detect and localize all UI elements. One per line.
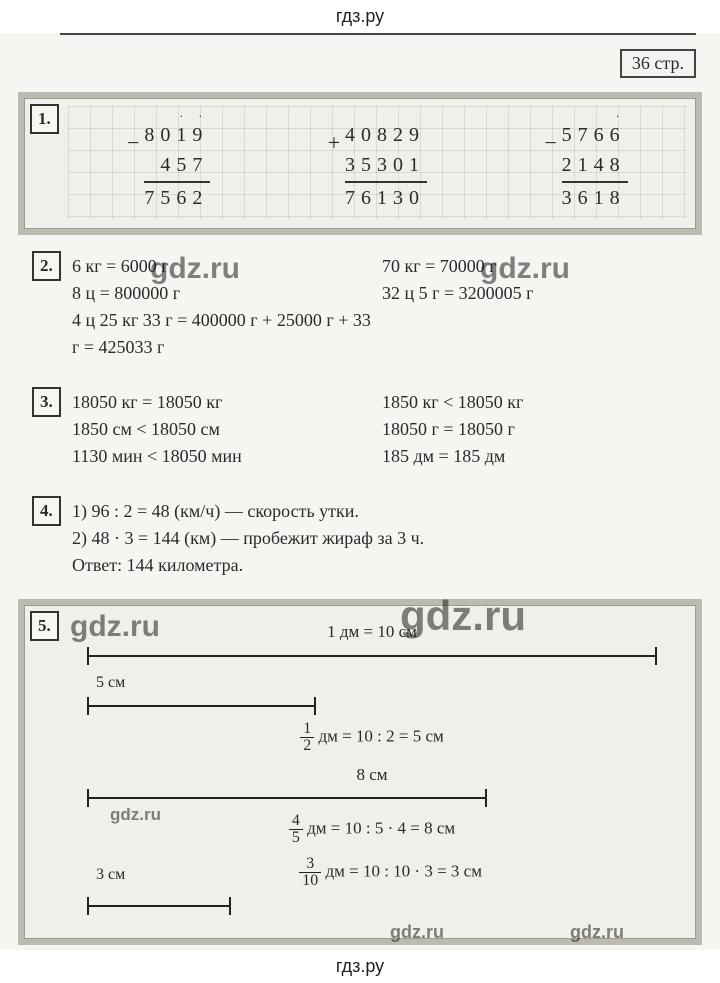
text-line: Ответ: 144 километра. xyxy=(72,552,692,579)
text-line: 2) 48 · 3 = 144 (км) — пробежит жираф за… xyxy=(72,525,692,552)
page-number: 36 стр. xyxy=(620,49,696,78)
problem-3: 3. 18050 кг = 18050 кг1850 см < 18050 см… xyxy=(18,381,702,480)
top-divider xyxy=(60,33,696,35)
text-line: 70 кг = 70000 г xyxy=(382,253,692,280)
problem-5-rulers: 1 дм = 10 см 5 см 12 дм = 10 : 2 = 5 см 8 с… xyxy=(58,613,686,929)
problem-2-badge: 2. xyxy=(32,251,61,281)
ruler xyxy=(88,789,656,807)
ruler-small-label: 5 см xyxy=(88,671,125,695)
problem-3-badge: 3. xyxy=(32,387,61,417)
ruler xyxy=(88,897,656,915)
content: 1. −· · 80194577562+ 408293530176130− · … xyxy=(0,92,720,945)
text-line: 1850 кг < 18050 кг xyxy=(382,389,692,416)
op-sign: + xyxy=(327,126,341,159)
ruler-equation: 310 дм = 10 : 10 · 3 = 3 см xyxy=(125,856,656,889)
op-sign: − xyxy=(126,126,140,159)
text-line: 4 ц 25 кг 33 г = 400000 г + 25000 г + 33… xyxy=(72,307,382,361)
ruler xyxy=(88,697,656,715)
ruler xyxy=(88,647,656,665)
site-footer: гдз.ру xyxy=(0,950,720,983)
text-line: 1) 96 : 2 = 48 (км/ч) — скорость утки. xyxy=(72,498,692,525)
problem-2-right: 70 кг = 70000 г32 ц 5 г = 3200005 г xyxy=(382,253,692,361)
page: гдз.ру 36 стр. 1. −· · 80194577562+ 4082… xyxy=(0,0,720,983)
ruler-equation: 45 дм = 10 : 5 · 4 = 8 см xyxy=(88,813,656,846)
problem-5: 5. 1 дм = 10 см 5 см 12 дм = 10 : 2 = 5 см… xyxy=(18,599,702,945)
problem-2-left: 6 кг = 6000 г8 ц = 800000 г4 ц 25 кг 33 … xyxy=(72,253,382,361)
problem-2: 2. 6 кг = 6000 г8 ц = 800000 г4 ц 25 кг … xyxy=(18,245,702,371)
arith-column: −· · 80194577562 xyxy=(126,112,210,213)
text-line: 32 ц 5 г = 3200005 г xyxy=(382,280,692,307)
text-line: 1130 мин < 18050 мин xyxy=(72,443,382,470)
problem-4-badge: 4. xyxy=(32,496,61,526)
site-header: гдз.ру xyxy=(0,0,720,33)
problem-4: 4. 1) 96 : 2 = 48 (км/ч) — скорость утки… xyxy=(18,490,702,589)
ruler-label: 1 дм = 10 см xyxy=(88,619,656,645)
text-line: 18050 г = 18050 г xyxy=(382,416,692,443)
arith-stack: 408293530176130 xyxy=(345,112,427,213)
arith-column: + 408293530176130 xyxy=(327,112,427,213)
text-line: 8 ц = 800000 г xyxy=(72,280,382,307)
op-sign: − xyxy=(544,126,558,159)
text-line: 6 кг = 6000 г xyxy=(72,253,382,280)
problem-5-badge: 5. xyxy=(30,611,59,641)
problem-1: 1. −· · 80194577562+ 408293530176130− · … xyxy=(18,92,702,235)
ruler-equation: 12 дм = 10 : 2 = 5 см xyxy=(88,721,656,754)
arith-stack: · · 80194577562 xyxy=(144,112,210,213)
problem-3-left: 18050 кг = 18050 кг1850 см < 18050 см113… xyxy=(72,389,382,470)
problem-4-lines: 1) 96 : 2 = 48 (км/ч) — скорость утки.2)… xyxy=(72,498,692,579)
problem-1-grid: −· · 80194577562+ 408293530176130− · 576… xyxy=(68,106,686,219)
ruler-label: 8 см xyxy=(88,762,656,788)
text-line: 18050 кг = 18050 кг xyxy=(72,389,382,416)
text-line: 1850 см < 18050 см xyxy=(72,416,382,443)
problem-1-badge: 1. xyxy=(30,104,59,134)
arith-stack: · 576621483618 xyxy=(562,112,628,213)
problem-3-right: 1850 кг < 18050 кг18050 г = 18050 г185 д… xyxy=(382,389,692,470)
text-line: 185 дм = 185 дм xyxy=(382,443,692,470)
ruler-small-label: 3 см xyxy=(88,863,125,887)
arith-column: − · 576621483618 xyxy=(544,112,628,213)
